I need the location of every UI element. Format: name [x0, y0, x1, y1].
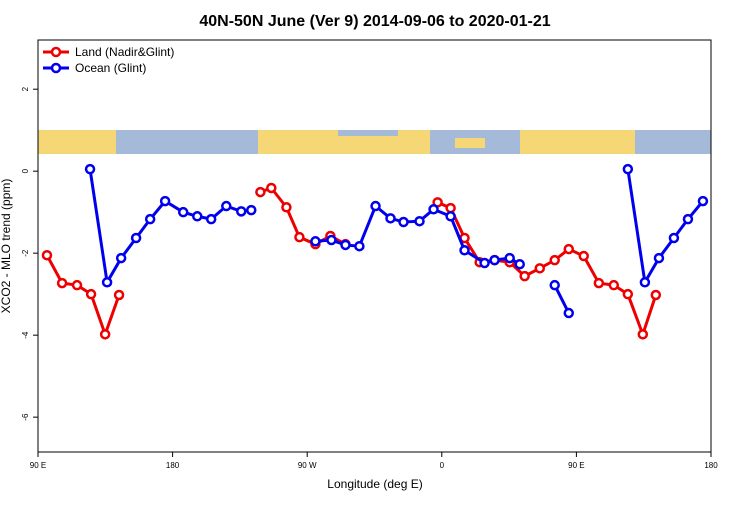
point: [385, 213, 396, 224]
y-tick-label: -2: [21, 249, 30, 257]
point: [370, 200, 381, 212]
point: [205, 213, 217, 225]
point: [340, 239, 351, 251]
point: [534, 263, 546, 274]
point: [682, 213, 694, 225]
point: [266, 182, 277, 194]
point: [113, 289, 125, 301]
point: [639, 277, 651, 288]
chart-title: 40N-50N June (Ver 9) 2014-09-06 to 2020-…: [199, 13, 550, 30]
point: [41, 249, 53, 261]
point: [622, 163, 634, 175]
point: [414, 215, 425, 227]
x-tick-label: 0: [440, 461, 445, 470]
point: [130, 232, 142, 244]
point: [445, 202, 456, 214]
point: [221, 200, 232, 212]
point: [255, 186, 266, 198]
point: [84, 163, 96, 175]
x-tick-label: 90 E: [30, 461, 46, 470]
point: [281, 202, 292, 213]
point: [101, 277, 113, 288]
point: [192, 211, 203, 222]
map-strip: [38, 130, 711, 154]
point: [71, 279, 83, 291]
point: [294, 231, 305, 243]
series: [84, 163, 709, 319]
point: [563, 307, 575, 319]
point: [637, 329, 649, 340]
point: [593, 277, 605, 289]
y-tick-label: 2: [21, 86, 30, 91]
y-tick-label: -4: [21, 331, 30, 339]
point: [668, 232, 680, 244]
x-tick-label: 90 E: [568, 461, 584, 470]
point: [459, 245, 470, 256]
point: [445, 211, 456, 222]
point: [578, 250, 589, 262]
point: [489, 254, 500, 266]
point: [354, 240, 365, 252]
point: [514, 258, 525, 270]
point: [428, 204, 439, 215]
x-tick-label: 90 W: [298, 461, 317, 470]
point: [549, 254, 560, 266]
point: [697, 195, 709, 207]
x-axis-label: Longitude (deg E): [327, 477, 422, 491]
point: [246, 204, 257, 216]
point: [504, 252, 515, 264]
legend-label: Land (Nadir&Glint): [75, 45, 174, 59]
point: [326, 234, 337, 246]
x-tick-label: 180: [704, 461, 718, 470]
point: [99, 329, 111, 340]
y-tick-label: 0: [21, 168, 30, 173]
x-tick-label: 180: [166, 461, 180, 470]
point: [563, 243, 575, 255]
point: [56, 277, 68, 289]
y-axis-label: XCO2 - MLO trend (ppm): [0, 179, 13, 314]
point: [653, 252, 665, 264]
y-tick-label: -6: [21, 413, 30, 421]
legend-label: Ocean (Glint): [75, 61, 146, 75]
point: [144, 213, 156, 225]
point: [398, 216, 409, 228]
point: [479, 257, 490, 269]
point: [235, 206, 247, 217]
point: [519, 270, 530, 282]
point: [85, 288, 97, 300]
plot-frame: [37, 39, 712, 453]
legend-swatch: [50, 46, 62, 58]
point: [159, 195, 171, 207]
point: [622, 288, 634, 300]
point: [549, 279, 560, 291]
point: [177, 206, 189, 218]
point: [650, 289, 662, 301]
point: [310, 236, 321, 247]
point: [608, 279, 620, 291]
point: [115, 252, 127, 264]
legend-swatch: [50, 62, 62, 74]
